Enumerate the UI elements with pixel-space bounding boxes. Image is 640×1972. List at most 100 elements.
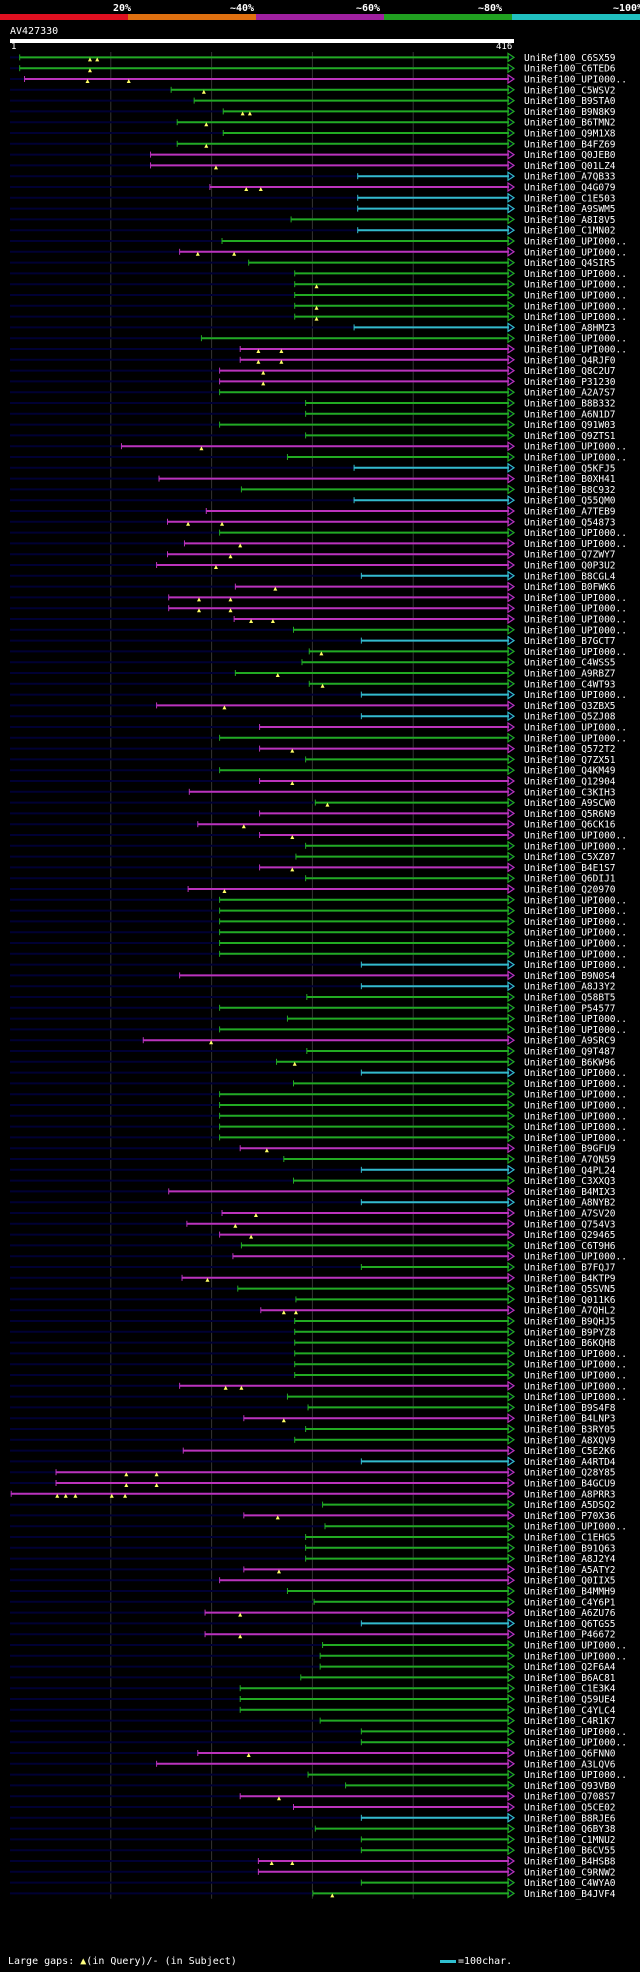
hit-label[interactable]: UniRef100_B7FQJ7 bbox=[524, 1263, 616, 1274]
hit-label[interactable]: UniRef100_A7TEB9 bbox=[524, 507, 616, 518]
hit-row[interactable]: UniRef100_Q4RJF0 bbox=[10, 354, 616, 366]
hit-label[interactable]: UniRef100_B6CV55 bbox=[524, 1846, 616, 1857]
hit-row[interactable]: UniRef100_C4WT93 bbox=[10, 678, 616, 690]
hit-label[interactable]: UniRef100_A9RBZ7 bbox=[524, 669, 616, 680]
hit-label[interactable]: UniRef100_Q5ZJ08 bbox=[524, 712, 616, 723]
hit-label[interactable]: UniRef100_UPI000.. bbox=[524, 1252, 627, 1263]
hit-label[interactable]: UniRef100_UPI000.. bbox=[524, 690, 627, 701]
hit-label[interactable]: UniRef100_B9PYZ8 bbox=[524, 1327, 616, 1338]
hit-label[interactable]: UniRef100_Q708S7 bbox=[524, 1792, 616, 1803]
hit-label[interactable]: UniRef100_UPI000.. bbox=[524, 723, 627, 734]
hit-label[interactable]: UniRef100_A8PRR3 bbox=[524, 1489, 616, 1500]
hit-label[interactable]: UniRef100_A9SRC9 bbox=[524, 1036, 616, 1047]
hit-row[interactable]: UniRef100_B8RJE6 bbox=[10, 1812, 616, 1824]
hit-row[interactable]: UniRef100_B8C932 bbox=[10, 484, 616, 496]
hit-row[interactable]: UniRef100_UPI000.. bbox=[10, 1650, 627, 1662]
hit-row[interactable]: UniRef100_UPI000.. bbox=[10, 916, 627, 928]
hit-row[interactable]: UniRef100_A9RBZ7 bbox=[10, 667, 616, 680]
hit-label[interactable]: UniRef100_UPI000.. bbox=[524, 247, 627, 258]
hit-row[interactable]: UniRef100_B9N0S4 bbox=[10, 970, 616, 982]
hit-label[interactable]: UniRef100_Q7ZX51 bbox=[524, 755, 616, 766]
hit-row[interactable]: UniRef100_Q29465 bbox=[10, 1229, 616, 1241]
hit-row[interactable]: UniRef100_Q4KM49 bbox=[10, 765, 616, 777]
hit-row[interactable]: UniRef100_UPI000.. bbox=[10, 829, 627, 842]
hit-row[interactable]: UniRef100_A8J2Y4 bbox=[10, 1553, 616, 1565]
hit-row[interactable]: UniRef100_UPI000.. bbox=[10, 1078, 627, 1090]
hit-row[interactable]: UniRef100_A8NYB2 bbox=[10, 1197, 616, 1209]
hit-label[interactable]: UniRef100_A3LQV6 bbox=[524, 1759, 616, 1770]
hit-row[interactable]: UniRef100_UPI000.. bbox=[10, 1769, 627, 1781]
hit-row[interactable]: UniRef100_Q12904 bbox=[10, 775, 616, 788]
hit-label[interactable]: UniRef100_UPI000.. bbox=[524, 615, 627, 626]
hit-row[interactable]: UniRef100_Q5ZJ08 bbox=[10, 711, 616, 723]
hit-row[interactable]: UniRef100_B4GCU9 bbox=[10, 1477, 616, 1490]
hit-row[interactable]: UniRef100_UPI000.. bbox=[10, 894, 627, 906]
hit-label[interactable]: UniRef100_UPI000.. bbox=[524, 1133, 627, 1144]
hit-label[interactable]: UniRef100_Q59UE4 bbox=[524, 1695, 616, 1706]
hit-row[interactable]: UniRef100_C6SX59 bbox=[10, 52, 616, 64]
hit-row[interactable]: UniRef100_UPI000.. bbox=[10, 646, 627, 658]
hit-row[interactable]: UniRef100_A8PRR3 bbox=[10, 1488, 616, 1500]
hit-row[interactable]: UniRef100_C3KIH3 bbox=[10, 786, 616, 798]
hit-label[interactable]: UniRef100_A9SWM5 bbox=[524, 204, 616, 215]
hit-row[interactable]: UniRef100_B7FQJ7 bbox=[10, 1261, 616, 1274]
hit-label[interactable]: UniRef100_UPI000.. bbox=[524, 949, 627, 960]
hit-row[interactable]: UniRef100_UPI000.. bbox=[10, 1013, 627, 1025]
hit-row[interactable]: UniRef100_UPI000.. bbox=[10, 1089, 627, 1101]
hit-row[interactable]: UniRef100_Q011K6 bbox=[10, 1294, 616, 1306]
hit-label[interactable]: UniRef100_UPI000.. bbox=[524, 895, 627, 906]
hit-row[interactable]: UniRef100_A7SV20 bbox=[10, 1207, 616, 1220]
hit-label[interactable]: UniRef100_Q5R6N9 bbox=[524, 809, 616, 820]
hit-row[interactable]: UniRef100_UPI000.. bbox=[10, 905, 627, 917]
hit-label[interactable]: UniRef100_UPI000.. bbox=[524, 928, 627, 939]
hit-label[interactable]: UniRef100_C4WSS5 bbox=[524, 658, 616, 669]
hit-label[interactable]: UniRef100_A6ZU76 bbox=[524, 1608, 616, 1619]
hit-row[interactable]: UniRef100_B9QHJ5 bbox=[10, 1315, 616, 1328]
hit-label[interactable]: UniRef100_UPI000.. bbox=[524, 831, 627, 842]
hit-row[interactable]: UniRef100_B0FWK6 bbox=[10, 581, 616, 593]
hit-row[interactable]: UniRef100_B3RY05 bbox=[10, 1423, 616, 1436]
hit-row[interactable]: UniRef100_B4E1S7 bbox=[10, 862, 616, 874]
hit-row[interactable]: UniRef100_Q6CK16 bbox=[10, 819, 616, 831]
hit-row[interactable]: UniRef100_UPI000.. bbox=[10, 592, 627, 604]
hit-label[interactable]: UniRef100_C3KIH3 bbox=[524, 787, 616, 798]
hit-label[interactable]: UniRef100_A8XQV9 bbox=[524, 1435, 616, 1446]
hit-row[interactable]: UniRef100_UPI000.. bbox=[10, 451, 627, 464]
hit-label[interactable]: UniRef100_UPI000.. bbox=[524, 1770, 627, 1781]
hit-label[interactable]: UniRef100_UPI000.. bbox=[524, 1360, 627, 1371]
hit-label[interactable]: UniRef100_Q01LZ4 bbox=[524, 161, 616, 172]
hit-row[interactable]: UniRef100_UPI000.. bbox=[10, 840, 627, 852]
hit-row[interactable]: UniRef100_C5E2K6 bbox=[10, 1445, 616, 1457]
hit-row[interactable]: UniRef100_C1EHG5 bbox=[10, 1531, 616, 1544]
hit-row[interactable]: UniRef100_A7QN59 bbox=[10, 1153, 616, 1166]
hit-label[interactable]: UniRef100_A7QN59 bbox=[524, 1155, 616, 1166]
hit-label[interactable]: UniRef100_Q91W03 bbox=[524, 420, 616, 431]
hit-row[interactable]: UniRef100_A9SCW0 bbox=[10, 797, 616, 809]
hit-label[interactable]: UniRef100_B8RJE6 bbox=[524, 1813, 616, 1824]
hit-label[interactable]: UniRef100_Q58BT5 bbox=[524, 993, 616, 1004]
hit-label[interactable]: UniRef100_UPI000.. bbox=[524, 301, 627, 312]
hit-row[interactable]: UniRef100_UPI000.. bbox=[10, 279, 627, 291]
hit-row[interactable]: UniRef100_UPI000.. bbox=[10, 300, 627, 312]
hit-label[interactable]: UniRef100_Q20970 bbox=[524, 885, 616, 896]
hit-label[interactable]: UniRef100_P46672 bbox=[524, 1630, 616, 1641]
hit-label[interactable]: UniRef100_C1EHG5 bbox=[524, 1533, 616, 1544]
hit-label[interactable]: UniRef100_UPI000.. bbox=[524, 906, 627, 917]
hit-label[interactable]: UniRef100_UPI000.. bbox=[524, 1122, 627, 1133]
hit-label[interactable]: UniRef100_Q6FNN0 bbox=[524, 1749, 616, 1760]
hit-label[interactable]: UniRef100_A8J3Y2 bbox=[524, 982, 616, 993]
hit-label[interactable]: UniRef100_B4JVF4 bbox=[524, 1889, 616, 1900]
hit-label[interactable]: UniRef100_UPI000.. bbox=[524, 312, 627, 323]
hit-row[interactable]: UniRef100_A8XQV9 bbox=[10, 1434, 616, 1446]
hit-row[interactable]: UniRef100_A3LQV6 bbox=[10, 1758, 616, 1770]
hit-row[interactable]: UniRef100_P31230 bbox=[10, 376, 616, 388]
hit-label[interactable]: UniRef100_B4FZ69 bbox=[524, 139, 616, 150]
hit-row[interactable]: UniRef100_B6KQH8 bbox=[10, 1337, 616, 1349]
hit-row[interactable]: UniRef100_B9PYZ8 bbox=[10, 1326, 616, 1338]
hit-label[interactable]: UniRef100_B4E1S7 bbox=[524, 863, 616, 874]
hit-label[interactable]: UniRef100_B91Q63 bbox=[524, 1543, 616, 1554]
hit-row[interactable]: UniRef100_A4RTD4 bbox=[10, 1456, 616, 1468]
hit-label[interactable]: UniRef100_UPI000.. bbox=[524, 1371, 627, 1382]
hit-row[interactable]: UniRef100_UPI000.. bbox=[10, 948, 627, 960]
hit-row[interactable]: UniRef100_B9N8K9 bbox=[10, 106, 616, 118]
